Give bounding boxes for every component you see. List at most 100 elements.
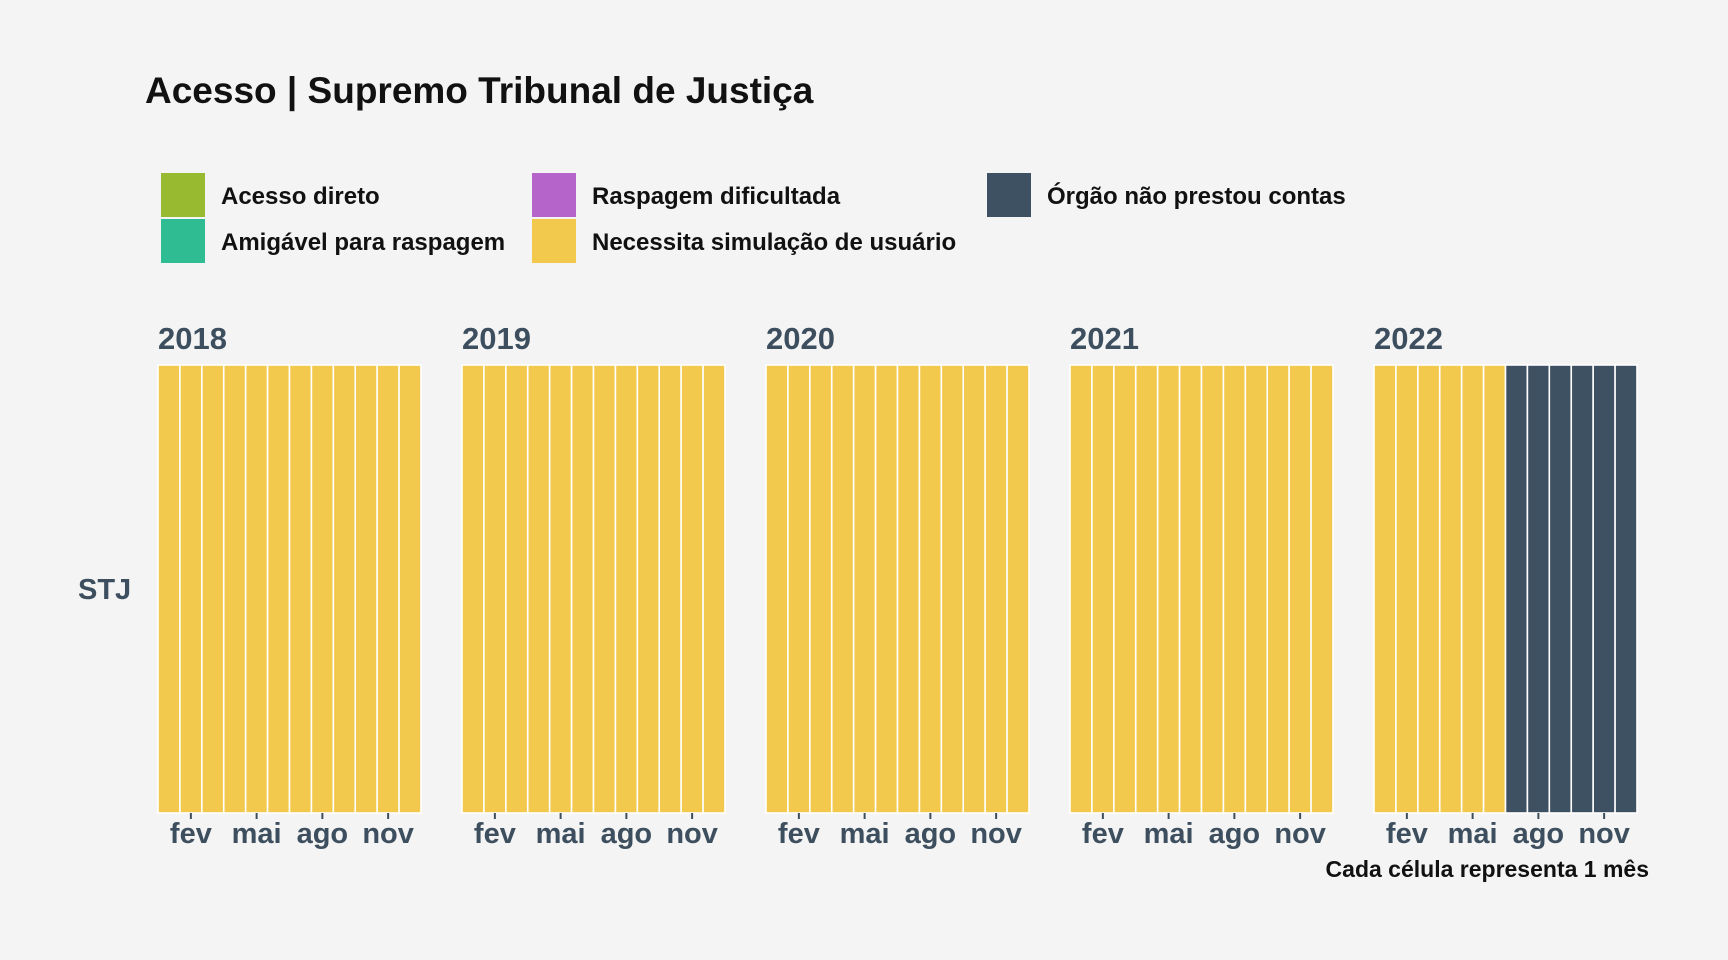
x-tick-label: ago — [601, 818, 653, 850]
facet-2019: 2019 fev mai ago nov — [461, 321, 726, 850]
heatmap-cell — [505, 364, 529, 814]
heatmap-cell — [592, 364, 617, 814]
heatmap-cell — [614, 364, 639, 814]
x-tick-label: mai — [536, 818, 586, 850]
facet-year-label: 2022 — [1374, 321, 1443, 356]
heatmap-cell — [201, 364, 225, 814]
heatmap-cell — [1417, 364, 1441, 814]
x-tick-label: fev — [1386, 818, 1428, 850]
x-tick-label: mai — [1144, 818, 1194, 850]
heatmap-cell — [1222, 364, 1247, 814]
chart-caption: Cada célula representa 1 mês — [1325, 856, 1649, 882]
facet-2021: 2021 fev mai ago nov — [1069, 321, 1334, 850]
heatmap-cell — [830, 364, 855, 814]
heatmap-cell — [1548, 364, 1573, 814]
heatmap-cell — [896, 364, 921, 814]
x-tick-label: ago — [297, 818, 349, 850]
heatmap-cell — [1134, 364, 1159, 814]
heatmap-cell — [179, 364, 203, 814]
heatmap-cell — [1438, 364, 1463, 814]
heatmap-cell — [548, 364, 573, 814]
heatmap-cell — [702, 364, 726, 814]
x-tick-label: ago — [905, 818, 957, 850]
facet-2020: 2020 fev mai ago nov — [765, 321, 1030, 850]
facet-2018: 2018 fev mai ago nov — [157, 321, 422, 850]
heatmap-cell — [984, 364, 1008, 814]
heatmap-cell — [1460, 364, 1485, 814]
heatmap-cell — [1614, 364, 1638, 814]
heatmap-cell — [1395, 364, 1419, 814]
heatmap-cell — [1006, 364, 1030, 814]
legend-swatch — [987, 173, 1031, 217]
heatmap-cell — [1310, 364, 1334, 814]
heatmap-cell — [1069, 364, 1093, 814]
heatmap-cell — [1482, 364, 1507, 814]
legend-swatch — [532, 173, 576, 217]
heatmap-cell — [918, 364, 943, 814]
x-tick-label: fev — [474, 818, 516, 850]
heatmap-cell — [809, 364, 833, 814]
heatmap-cell — [1178, 364, 1203, 814]
heatmap-cell — [1200, 364, 1225, 814]
legend-label: Necessita simulação de usuário — [592, 229, 957, 256]
heatmap-cell — [1373, 364, 1397, 814]
heatmap-cell — [266, 364, 291, 814]
legend-label: Acesso direto — [221, 183, 380, 210]
heatmap-cell — [570, 364, 595, 814]
heatmap-cell — [157, 364, 181, 814]
x-tick-label: nov — [1274, 818, 1326, 850]
chart-title: Acesso | Supremo Tribunal de Justiça — [145, 70, 814, 111]
heatmap-cell — [680, 364, 704, 814]
x-tick-label: mai — [1448, 818, 1498, 850]
heatmap-cell — [1288, 364, 1312, 814]
heatmap-cell — [636, 364, 661, 814]
legend-label: Amigável para raspagem — [221, 229, 506, 256]
legend-swatch — [161, 173, 205, 217]
heatmap-cell — [962, 364, 986, 814]
legend-label: Raspagem dificultada — [592, 183, 841, 210]
heatmap-cell — [1592, 364, 1616, 814]
heatmap-cell — [1156, 364, 1181, 814]
heatmap-cell — [376, 364, 400, 814]
facet-year-label: 2019 — [462, 321, 531, 356]
x-tick-label: ago — [1513, 818, 1565, 850]
heatmap-cell — [1266, 364, 1290, 814]
heatmap-cell — [1526, 364, 1551, 814]
heatmap-cell — [483, 364, 507, 814]
facet-year-label: 2021 — [1070, 321, 1139, 356]
facet-year-label: 2018 — [158, 321, 227, 356]
heatmap-cell — [398, 364, 422, 814]
heatmap-cell — [1091, 364, 1115, 814]
heatmap-cell — [526, 364, 551, 814]
heatmap-cell — [222, 364, 247, 814]
heatmap-cell — [1113, 364, 1137, 814]
x-tick-label: ago — [1209, 818, 1261, 850]
heatmap-cell — [1570, 364, 1594, 814]
x-tick-label: fev — [778, 818, 820, 850]
facet-2022: 2022 fev mai ago nov — [1373, 321, 1638, 850]
legend-swatch — [532, 219, 576, 263]
heatmap-cell — [765, 364, 789, 814]
heatmap-cell — [354, 364, 378, 814]
heatmap-cell — [658, 364, 682, 814]
heatmap-cell — [332, 364, 357, 814]
heatmap-cell — [288, 364, 313, 814]
x-tick-label: nov — [666, 818, 718, 850]
x-tick-label: mai — [232, 818, 282, 850]
x-tick-label: nov — [970, 818, 1022, 850]
legend-swatch — [161, 219, 205, 263]
x-tick-label: nov — [362, 818, 414, 850]
heatmap-cell — [310, 364, 335, 814]
heatmap-cell — [1504, 364, 1529, 814]
heatmap-cell — [787, 364, 811, 814]
x-tick-label: nov — [1578, 818, 1630, 850]
heatmap-cell — [1244, 364, 1269, 814]
heatmap-cell — [852, 364, 877, 814]
facet-year-label: 2020 — [766, 321, 835, 356]
heatmap-cell — [461, 364, 485, 814]
legend-label: Órgão não prestou contas — [1047, 183, 1346, 210]
x-tick-label: fev — [170, 818, 212, 850]
heatmap-cell — [940, 364, 965, 814]
heatmap-cell — [874, 364, 899, 814]
